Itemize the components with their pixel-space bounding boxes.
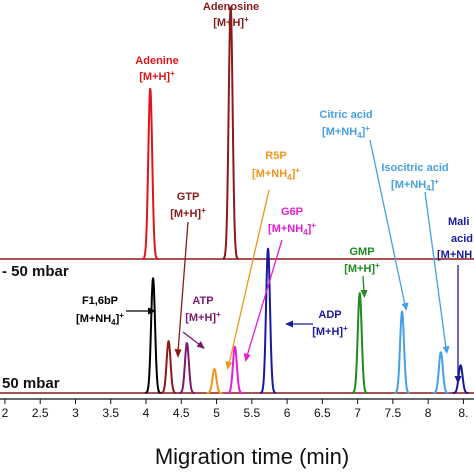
x-tick-label: 8. — [458, 406, 468, 420]
x-tick-label: 2.5 — [32, 406, 49, 420]
adenosine-annotation: Adenosine [M+H]+ — [203, 1, 259, 29]
x-ticks: 2 2.5 3 3.5 4 4.5 5 5.5 6 6.5 7 7.5 8 8. — [2, 399, 468, 420]
top-trace-label: - 50 mbar — [2, 263, 69, 280]
svg-text:F1,6bP: F1,6bP — [82, 295, 118, 307]
svg-text:[M+NH4]+: [M+NH4]+ — [391, 177, 439, 193]
f16bp-arrowhead — [148, 307, 156, 315]
x-tick-label: 7 — [354, 406, 361, 420]
svg-text:G6P: G6P — [281, 206, 303, 218]
x-tick-label: 4.5 — [173, 406, 190, 420]
citric-arrowhead — [401, 302, 409, 311]
bottom-trace-label: 50 mbar — [2, 375, 60, 392]
r5p-arrowhead — [225, 361, 233, 370]
svg-text:GMP: GMP — [349, 246, 374, 258]
peak-malic — [451, 364, 470, 394]
gtp-annotation: GTP [M+H]+ — [170, 191, 206, 220]
gtp-arrowhead — [174, 349, 182, 358]
peak-adenosine — [222, 6, 240, 260]
x-tick-label: 3 — [72, 406, 79, 420]
peak-g6p — [226, 345, 244, 394]
x-tick-label: 5 — [213, 406, 220, 420]
atp-arrow — [182, 331, 201, 346]
r5p-arrow — [228, 189, 270, 365]
gmp-arrow — [362, 275, 365, 293]
g6p-arrowhead — [243, 353, 251, 362]
peak-atp — [178, 342, 196, 394]
peak-adenine — [141, 87, 159, 260]
peak-citric — [393, 310, 411, 394]
svg-text:[M+NH4]+: [M+NH4]+ — [76, 311, 124, 327]
svg-text:Isocitric acid: Isocitric acid — [381, 162, 448, 174]
adp-arrowhead — [285, 320, 293, 328]
isocitric-acid-annotation: Isocitric acid [M+NH4]+ — [381, 162, 448, 193]
svg-text:acid: acid — [451, 233, 473, 245]
peak-isocitric — [432, 351, 450, 394]
svg-text:Adenosine: Adenosine — [203, 1, 259, 13]
isocitric-arrow — [424, 191, 447, 349]
peak-gmp — [351, 292, 369, 394]
gmp-annotation: GMP [M+H]+ — [344, 246, 380, 275]
adp-annotation: ADP [M+H]+ — [312, 309, 348, 338]
svg-text:[M+H]+: [M+H]+ — [139, 69, 175, 83]
svg-text:Mali: Mali — [448, 216, 469, 228]
svg-text:[M+NH4]+: [M+NH4]+ — [322, 124, 370, 140]
x-tick-label: 3.5 — [102, 406, 119, 420]
r5p-annotation: R5P [M+NH4]+ — [252, 150, 300, 182]
svg-text:ADP: ADP — [318, 309, 341, 321]
x-tick-label: 7.5 — [385, 406, 402, 420]
malic-acid-annotation: Mali acid [M+NH — [437, 216, 473, 261]
svg-text:[M+H]+: [M+H]+ — [312, 324, 348, 338]
peak-gtp — [159, 340, 178, 394]
isocitric-arrowhead — [442, 346, 450, 354]
svg-text:Citric acid: Citric acid — [319, 109, 372, 121]
atp-arrowhead — [196, 341, 205, 349]
svg-text:R5P: R5P — [265, 150, 286, 162]
citric-arrow — [369, 139, 406, 306]
svg-text:GTP: GTP — [177, 191, 200, 203]
peak-f16bp — [144, 277, 162, 394]
citric-acid-annotation: Citric acid [M+NH4]+ — [319, 109, 372, 140]
svg-text:Adenine: Adenine — [135, 55, 178, 67]
g6p-annotation: G6P [M+NH4]+ — [268, 206, 316, 237]
f16bp-annotation: F1,6bP [M+NH4]+ — [76, 295, 124, 327]
x-tick-label: 8 — [425, 406, 432, 420]
x-tick-label: 6.5 — [314, 406, 331, 420]
atp-annotation: ATP [M+H]+ — [185, 295, 221, 324]
peaks-layer — [141, 6, 470, 394]
arrows-layer — [126, 139, 462, 384]
svg-text:[M+H]+: [M+H]+ — [185, 310, 221, 324]
x-tick-label: 4 — [143, 406, 150, 420]
svg-text:[M+H]+: [M+H]+ — [213, 15, 249, 29]
svg-text:[M+H]+: [M+H]+ — [344, 261, 380, 275]
gmp-arrowhead — [360, 290, 368, 298]
svg-text:[M+NH: [M+NH — [437, 249, 472, 261]
svg-text:[M+H]+: [M+H]+ — [170, 206, 206, 220]
x-tick-label: 6 — [284, 406, 291, 420]
peak-r5p — [205, 367, 224, 394]
gtp-arrow — [177, 221, 189, 353]
adenine-annotation: Adenine [M+H]+ — [135, 55, 178, 83]
peak-adp — [259, 247, 277, 394]
x-tick-label: 2 — [2, 406, 9, 420]
x-tick-label: 5.5 — [243, 406, 260, 420]
x-axis: 2 2.5 3 3.5 4 4.5 5 5.5 6 6.5 7 7.5 8 8. — [0, 398, 474, 420]
svg-text:[M+NH4]+: [M+NH4]+ — [268, 221, 316, 237]
svg-text:ATP: ATP — [192, 295, 213, 307]
malic-arrowhead — [454, 376, 462, 384]
x-axis-label: Migration time (min) — [155, 444, 349, 469]
svg-text:[M+NH4]+: [M+NH4]+ — [252, 166, 300, 182]
g6p-arrow — [246, 239, 283, 357]
